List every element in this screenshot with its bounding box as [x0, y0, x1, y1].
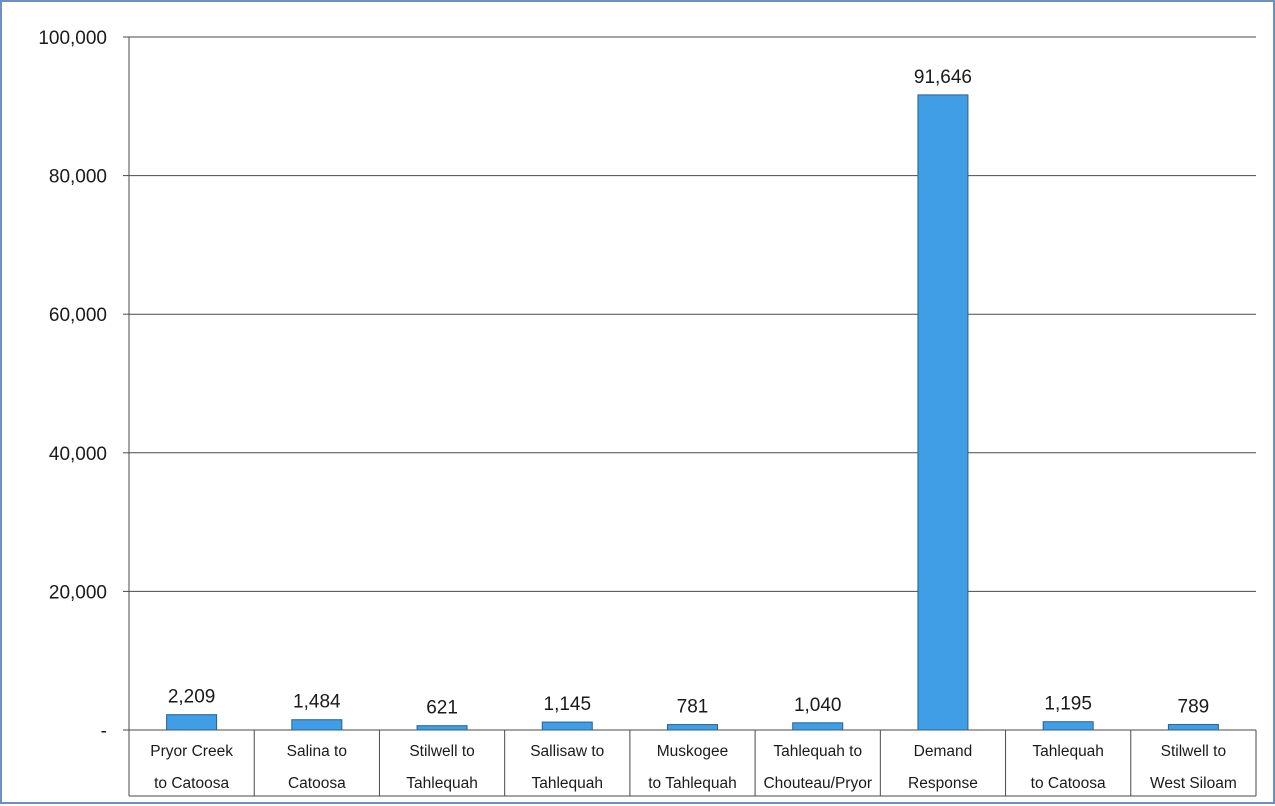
data-label: 781 — [677, 697, 709, 718]
category-label: to Tahlequah — [648, 775, 737, 792]
data-label: 2,209 — [168, 687, 216, 708]
data-label: 1,145 — [544, 694, 592, 715]
category-label: Response — [908, 775, 978, 792]
bar — [542, 722, 592, 730]
data-label: 1,195 — [1044, 694, 1092, 715]
data-label: 1,484 — [293, 692, 341, 713]
data-label: 1,040 — [794, 695, 842, 716]
bar — [1043, 722, 1093, 730]
bar — [1168, 725, 1218, 730]
y-tick-label: 100,000 — [38, 28, 107, 49]
y-tick-label: 20,000 — [49, 582, 107, 603]
data-label: 789 — [1178, 697, 1210, 718]
category-label: Tahlequah — [406, 775, 478, 792]
bar — [668, 725, 718, 730]
category-label: Stilwell to — [1161, 743, 1226, 760]
category-label: Tahlequah — [1032, 743, 1104, 760]
bar — [918, 95, 968, 730]
category-label: Stilwell to — [409, 743, 474, 760]
category-label: Tahlequah to — [773, 743, 862, 760]
category-label: Sallisaw to — [530, 743, 604, 760]
y-tick-label: - — [101, 721, 107, 742]
bar — [167, 715, 217, 730]
bar — [292, 720, 342, 730]
data-label: 91,646 — [914, 67, 972, 88]
category-label: Muskogee — [657, 743, 729, 760]
category-label: Pryor Creek — [150, 743, 233, 760]
y-tick-label: 80,000 — [49, 167, 107, 188]
category-label: West Siloam — [1150, 775, 1237, 792]
y-tick-label: 60,000 — [49, 305, 107, 326]
category-label: to Catoosa — [1031, 775, 1106, 792]
category-label: to Catoosa — [154, 775, 229, 792]
bar — [417, 726, 467, 730]
bar — [793, 723, 843, 730]
category-label: Catoosa — [288, 775, 346, 792]
category-label: Demand — [914, 743, 973, 760]
y-tick-label: 40,000 — [49, 444, 107, 465]
data-label: 621 — [426, 698, 458, 719]
category-label: Tahlequah — [532, 775, 604, 792]
category-label: Chouteau/Pryor — [763, 775, 872, 792]
category-label: Salina to — [287, 743, 347, 760]
